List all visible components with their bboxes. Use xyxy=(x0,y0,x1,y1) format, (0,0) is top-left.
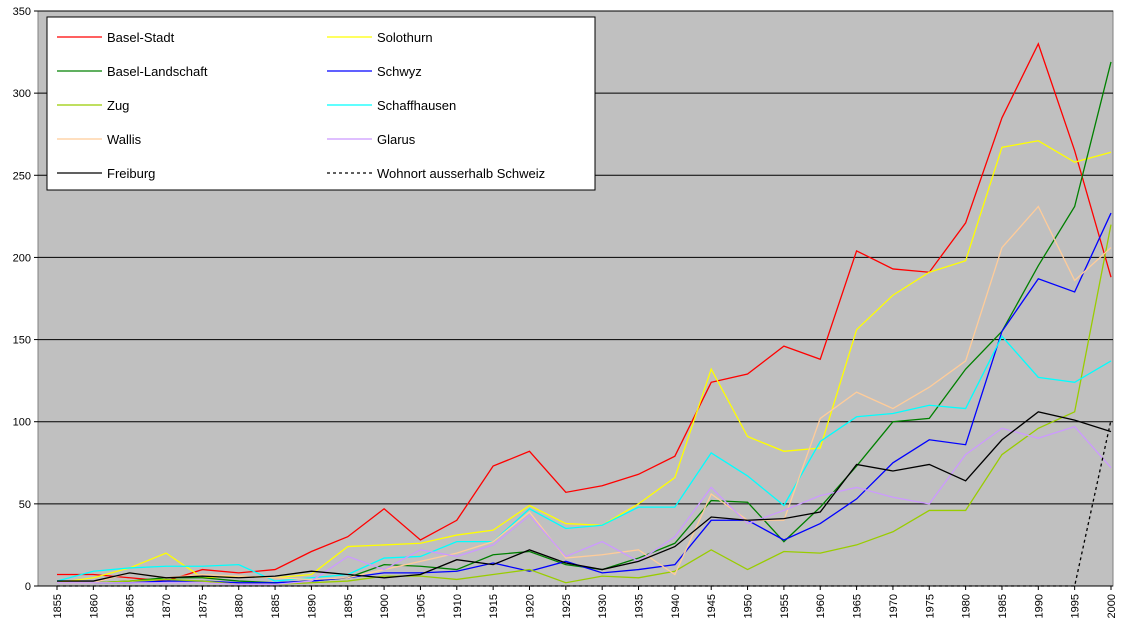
series-line xyxy=(56,335,1112,582)
series-line xyxy=(57,42,1112,582)
legend: Basel-Stadt Solothurn Basel-Landschaft Schw… xyxy=(46,16,596,191)
series-line xyxy=(57,425,1112,586)
series-line xyxy=(57,419,1112,587)
x-tick-label: 1880 xyxy=(234,594,246,618)
x-tick-label: 1920 xyxy=(524,594,536,618)
x-tick-label: 1900 xyxy=(379,594,391,618)
y-tick-label: 350 xyxy=(13,6,31,18)
legend-label: Zug xyxy=(107,98,129,113)
legend-label: Glarus xyxy=(377,132,416,147)
legend-label: Basel-Landschaft xyxy=(107,64,208,79)
legend-label: Schaffhausen xyxy=(377,98,456,113)
x-tick-label: 1955 xyxy=(779,594,791,618)
x-tick-label: 1910 xyxy=(452,594,464,618)
x-tick-label: 1970 xyxy=(888,594,900,618)
y-tick-label: 250 xyxy=(13,170,31,182)
x-tick-label: 1960 xyxy=(815,594,827,618)
legend-label: Solothurn xyxy=(377,30,433,45)
x-tick-label: 1860 xyxy=(88,594,100,618)
x-tick-label: 1865 xyxy=(125,594,137,618)
x-tick-label: 1930 xyxy=(597,594,609,618)
y-tick-label: 200 xyxy=(13,252,31,264)
y-tick-label: 150 xyxy=(13,335,31,347)
x-tick-label: 1940 xyxy=(670,594,682,618)
legend-label: Wallis xyxy=(107,132,142,147)
x-tick-label: 1890 xyxy=(306,594,318,618)
x-tick-label: 1945 xyxy=(706,594,718,618)
x-tick-label: 1980 xyxy=(961,594,973,618)
x-tick-label: 1990 xyxy=(1033,594,1045,618)
legend-label: Wohnort ausserhalb Schweiz xyxy=(377,166,545,181)
series-line xyxy=(57,205,1112,584)
x-tick-label: 1925 xyxy=(561,594,573,618)
y-tick-label: 100 xyxy=(13,417,31,429)
series-line xyxy=(57,411,1112,582)
x-tick-label: 1935 xyxy=(634,594,646,618)
series-line xyxy=(57,212,1112,584)
x-tick-label: 1965 xyxy=(852,594,864,618)
x-tick-label: 1875 xyxy=(197,594,209,618)
legend-box xyxy=(46,16,596,191)
legend-label: Basel-Stadt xyxy=(107,30,175,45)
x-tick-label: 1895 xyxy=(343,594,355,618)
x-tick-label: 1885 xyxy=(270,594,282,618)
y-tick-label: 300 xyxy=(13,88,31,100)
x-tick-label: 1995 xyxy=(1070,594,1082,618)
x-tick-label: 1870 xyxy=(161,594,173,618)
x-tick-label: 1975 xyxy=(924,594,936,618)
y-tick-label: 0 xyxy=(25,581,31,593)
y-tick-label: 50 xyxy=(19,499,31,511)
x-tick-label: 1905 xyxy=(415,594,427,618)
x-tick-label: 1855 xyxy=(52,594,64,618)
x-tick-label: 2000 xyxy=(1106,594,1118,618)
x-tick-label: 1915 xyxy=(488,594,500,618)
x-tick-label: 1985 xyxy=(997,594,1009,618)
legend-label: Schwyz xyxy=(377,64,422,79)
x-tick-label: 1950 xyxy=(743,594,755,618)
legend-label: Freiburg xyxy=(107,166,155,181)
